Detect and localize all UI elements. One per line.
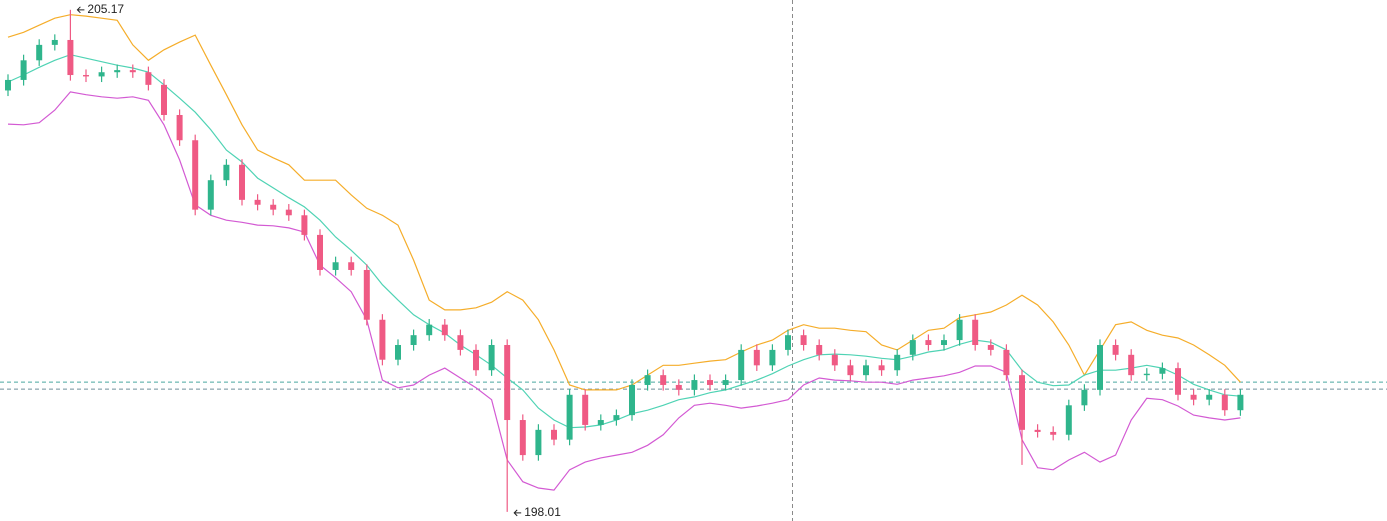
- candle-body: [67, 39, 74, 76]
- candle-body: [941, 340, 947, 345]
- candle-body: [192, 140, 199, 210]
- candle-body: [1159, 368, 1166, 374]
- candle-body: [535, 429, 542, 456]
- candle-body: [426, 324, 433, 336]
- candle-body: [1143, 373, 1150, 376]
- candle-body: [5, 79, 11, 91]
- candle-body: [332, 262, 339, 270]
- candle-body: [925, 340, 932, 345]
- candle-body: [504, 344, 511, 421]
- candle-body: [909, 340, 916, 355]
- marker-arrow: [513, 509, 522, 517]
- candle-body: [98, 72, 105, 77]
- candle-body: [395, 344, 401, 360]
- candle-body: [223, 164, 230, 181]
- candle-body: [1237, 394, 1244, 411]
- candle-body: [348, 262, 355, 270]
- candle-body: [301, 215, 308, 235]
- candle-body: [83, 75, 89, 77]
- candle-body: [410, 335, 417, 345]
- candle-body: [1112, 344, 1119, 355]
- candle-body: [878, 365, 885, 371]
- candle-body: [519, 420, 526, 456]
- candle-body: [129, 70, 136, 73]
- candle-body: [1128, 354, 1135, 376]
- candle-body: [644, 375, 651, 385]
- candle-body: [972, 319, 979, 345]
- candle-body: [629, 384, 635, 416]
- candle-body: [270, 204, 277, 210]
- candle-body: [894, 354, 901, 371]
- candle-body: [660, 375, 667, 385]
- candle-body: [1081, 389, 1088, 406]
- marker-label: 198.01: [524, 505, 561, 519]
- candle-body: [863, 365, 869, 376]
- candle-body: [441, 324, 448, 336]
- candle-body: [582, 394, 589, 425]
- candle-body: [317, 234, 323, 270]
- candle-body: [691, 380, 698, 390]
- candle-body: [831, 354, 838, 366]
- candle-body: [769, 349, 776, 366]
- band-line: [7, 91, 1241, 491]
- candle-body: [239, 164, 245, 200]
- candle-body: [613, 415, 620, 421]
- candle-body: [176, 114, 183, 141]
- candle-body: [1003, 349, 1010, 376]
- candle-body: [785, 335, 791, 350]
- marker-arrow: [76, 6, 85, 14]
- candle-body: [161, 84, 167, 115]
- candle-body: [1206, 394, 1213, 400]
- candle-body: [800, 335, 807, 345]
- candle-body: [457, 335, 464, 350]
- candle-body: [675, 384, 682, 390]
- candle-body: [597, 420, 604, 425]
- candle-body: [1050, 431, 1057, 435]
- candle-body: [847, 365, 854, 376]
- candle-body: [145, 72, 152, 85]
- candle-body: [987, 344, 994, 350]
- candle-body: [707, 380, 713, 385]
- candle-body: [1190, 394, 1197, 400]
- candle-body: [722, 380, 729, 385]
- candle-body: [51, 39, 58, 45]
- candle-body: [363, 269, 370, 320]
- candle-body: [36, 44, 43, 61]
- candle-body: [753, 349, 760, 366]
- candle-body: [1097, 344, 1103, 390]
- candle-body: [816, 344, 823, 355]
- candle-body: [285, 209, 292, 216]
- candle-body: [1175, 368, 1181, 395]
- candle-body: [1019, 375, 1025, 430]
- candle-body: [488, 344, 495, 371]
- candle-body: [207, 180, 214, 210]
- candle-body: [551, 429, 557, 440]
- candle-body: [1034, 429, 1041, 432]
- candle-body: [956, 319, 963, 341]
- candle-body: [114, 70, 121, 73]
- candle-body: [254, 199, 261, 205]
- candle-body: [20, 60, 27, 80]
- candle-body: [473, 349, 479, 371]
- marker-label: 205.17: [87, 2, 124, 16]
- band-line: [7, 14, 1241, 391]
- candle-body: [738, 349, 745, 381]
- band-line: [7, 54, 1241, 429]
- candle-body: [1065, 405, 1072, 435]
- candle-body: [566, 394, 573, 440]
- candle-body: [379, 319, 386, 360]
- candle-body: [1221, 394, 1228, 411]
